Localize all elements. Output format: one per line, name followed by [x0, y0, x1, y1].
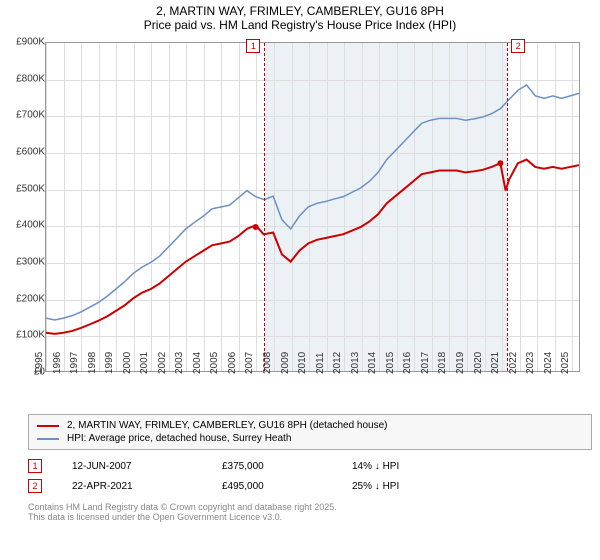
footer: Contains HM Land Registry data © Crown c…: [28, 502, 592, 522]
chart-area: £0£100K£200K£300K£400K£500K£600K£700K£80…: [5, 34, 585, 412]
legend-row: 2, MARTIN WAY, FRIMLEY, CAMBERLEY, GU16 …: [37, 419, 583, 432]
title-subtitle: Price paid vs. HM Land Registry's House …: [0, 18, 600, 32]
transaction-date: 12-JUN-2007: [72, 461, 192, 472]
transaction-price: £495,000: [222, 481, 322, 492]
transaction-row: 1 12-JUN-2007 £375,000 14% ↓ HPI: [28, 456, 592, 476]
transaction-row: 2 22-APR-2021 £495,000 25% ↓ HPI: [28, 476, 592, 496]
transaction-marker: 2: [28, 479, 42, 493]
legend-label: HPI: Average price, detached house, Surr…: [67, 433, 291, 444]
transaction-date: 22-APR-2021: [72, 481, 192, 492]
transaction-price: £375,000: [222, 461, 322, 472]
legend: 2, MARTIN WAY, FRIMLEY, CAMBERLEY, GU16 …: [28, 414, 592, 450]
footer-line2: This data is licensed under the Open Gov…: [28, 512, 592, 522]
title-address: 2, MARTIN WAY, FRIMLEY, CAMBERLEY, GU16 …: [0, 4, 600, 18]
plot-region: 12: [45, 42, 580, 372]
legend-swatch: [37, 438, 59, 440]
transaction-delta: 14% ↓ HPI: [352, 461, 472, 472]
footer-line1: Contains HM Land Registry data © Crown c…: [28, 502, 592, 512]
transactions-table: 1 12-JUN-2007 £375,000 14% ↓ HPI 2 22-APR-202…: [28, 456, 592, 496]
legend-row: HPI: Average price, detached house, Surr…: [37, 432, 583, 445]
line-series: [46, 43, 579, 371]
transaction-delta: 25% ↓ HPI: [352, 481, 472, 492]
title-block: 2, MARTIN WAY, FRIMLEY, CAMBERLEY, GU16 …: [0, 0, 600, 34]
legend-label: 2, MARTIN WAY, FRIMLEY, CAMBERLEY, GU16 …: [67, 420, 388, 431]
legend-swatch: [37, 425, 59, 427]
legend-wrap: 2, MARTIN WAY, FRIMLEY, CAMBERLEY, GU16 …: [28, 414, 592, 450]
marker-box: 2: [511, 39, 525, 53]
transaction-marker: 1: [28, 459, 42, 473]
marker-box: 1: [246, 39, 260, 53]
